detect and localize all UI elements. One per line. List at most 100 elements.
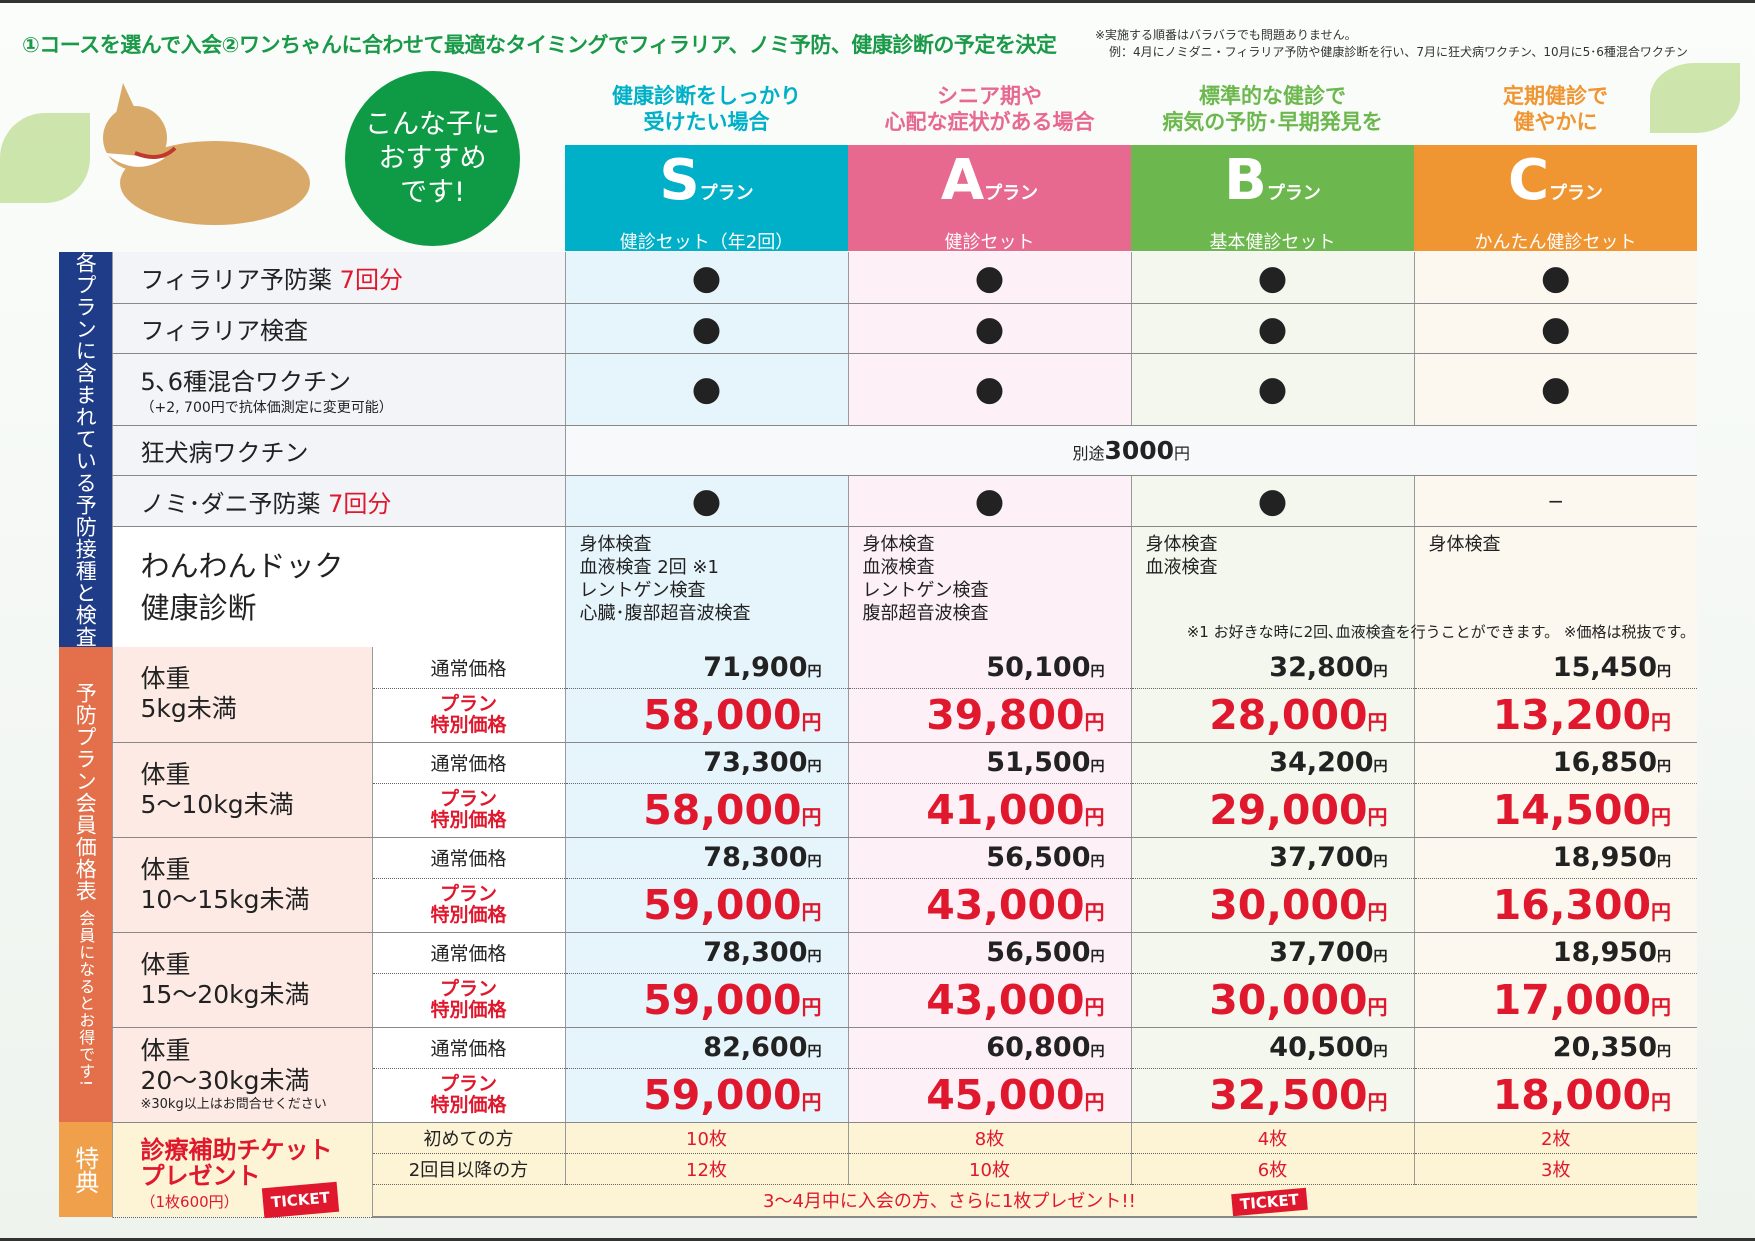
item-name: わんわんドック 健康診断 bbox=[111, 526, 565, 649]
heading-notes: ※実施する順番はバラバラでも問題ありません。 例：4月にノミダニ・フィラリア予防や… bbox=[1095, 27, 1688, 61]
weight-class: 体重 5〜10kg未満 bbox=[111, 742, 372, 838]
plan-header-b: 標準的な健診で 病気の予防･早期発見を Bプラン 基本健診セット bbox=[1131, 83, 1414, 253]
repeat-label: 2回目以降の方 bbox=[371, 1153, 565, 1185]
plan-header-c: 定期健診で 健やかに Cプラン かんたん健診セット bbox=[1414, 83, 1697, 253]
weight-class: 体重 10〜15kg未満 bbox=[111, 837, 372, 933]
regular-price: 32,800円 bbox=[1130, 647, 1414, 689]
ticket-bonus-row: 3〜4月中に入会の方、さらに1枚プレゼント!! TICKET bbox=[59, 1184, 1697, 1218]
special-price: 14,500円 bbox=[1413, 783, 1697, 838]
plan-subtitle: 健診セット bbox=[944, 232, 1035, 253]
included-mark: ● bbox=[1130, 303, 1414, 355]
special-price: 58,000円 bbox=[564, 783, 848, 838]
regular-price: 78,300円 bbox=[564, 837, 848, 879]
plan-letter: S bbox=[659, 148, 700, 213]
ticket-count: 3枚 bbox=[1413, 1153, 1697, 1185]
plan-letter: B bbox=[1224, 148, 1267, 213]
regular-price: 78,300円 bbox=[564, 932, 848, 974]
ticket-count: 2枚 bbox=[1413, 1122, 1697, 1154]
regular-price-label: 通常価格 bbox=[371, 647, 565, 689]
regular-price: 37,700円 bbox=[1130, 932, 1414, 974]
included-mark: ● bbox=[1413, 303, 1697, 355]
regular-price: 50,100円 bbox=[847, 647, 1131, 689]
exam-list: 身体検査 血液検査 2回 ※1 レントゲン検査 心臓･腹部超音波検査 bbox=[564, 526, 848, 649]
included-mark: ● bbox=[1413, 252, 1697, 305]
weight-class: 体重 5kg未満 bbox=[111, 647, 372, 743]
exam-list: 身体検査 血液検査 bbox=[1130, 526, 1414, 649]
regular-price: 56,500円 bbox=[847, 932, 1131, 974]
page-heading: ①コースを選んで入会②ワンちゃんに合わせて最適なタイミングでフィラリア、ノミ予防… bbox=[22, 33, 1057, 57]
included-mark: ● bbox=[1130, 475, 1414, 528]
ticket-side-label: 特典 bbox=[59, 1122, 112, 1217]
included-mark: ● bbox=[1130, 252, 1414, 305]
regular-price: 60,800円 bbox=[847, 1027, 1131, 1069]
regular-price: 18,950円 bbox=[1413, 932, 1697, 974]
dock-row: わんわんドック 健康診断 身体検査 血液検査 2回 ※1 レントゲン検査 心臓･腹部超音波… bbox=[59, 526, 1697, 649]
recommend-badge: こんな子に おすすめ です! bbox=[345, 71, 520, 246]
regular-price: 20,350円 bbox=[1413, 1027, 1697, 1069]
included-mark: ● bbox=[847, 475, 1131, 528]
ticket-count: 6枚 bbox=[1130, 1153, 1414, 1185]
included-row: 各プランに含まれている予防接種と検査 フィラリア予防薬 7回分 ● ● ● ● bbox=[59, 252, 1697, 648]
price-row-special: プラン 特別価格 59,000円 43,000円 30,000円 16,300円 bbox=[59, 878, 1697, 933]
item-name: ノミ･ダニ予防薬 7回分 bbox=[111, 475, 565, 528]
regular-price: 71,900円 bbox=[564, 647, 848, 689]
special-price: 59,000円 bbox=[564, 973, 848, 1028]
ticket-row-repeat: 2回目以降の方 12枚 10枚 6枚 3枚 bbox=[59, 1153, 1697, 1185]
special-price: 30,000円 bbox=[1130, 878, 1414, 933]
included-row: ノミ･ダニ予防薬 7回分 ● ● ● − bbox=[59, 475, 1697, 528]
special-price-label: プラン 特別価格 bbox=[371, 783, 565, 838]
regular-price: 34,200円 bbox=[1130, 742, 1414, 784]
ticket-row-first: 特典 診療補助チケット プレゼント （1枚600円） TICKET 初めての方 10枚 8枚 4… bbox=[59, 1122, 1697, 1218]
regular-price: 18,950円 bbox=[1413, 837, 1697, 879]
special-price-label: プラン 特別価格 bbox=[371, 1068, 565, 1123]
item-name: 5､6種混合ワクチン （+2, 700円で抗体価測定に変更可能） bbox=[111, 353, 565, 426]
price-row-special: プラン 特別価格 58,000円 41,000円 29,000円 14,500円 bbox=[59, 783, 1697, 838]
rabies-price: 別途3000円 bbox=[564, 425, 1697, 477]
special-price: 43,000円 bbox=[847, 973, 1131, 1028]
weight-class: 体重 15〜20kg未満 bbox=[111, 932, 372, 1028]
regular-price-label: 通常価格 bbox=[371, 837, 565, 879]
special-price: 45,000円 bbox=[847, 1068, 1131, 1123]
regular-price: 16,850円 bbox=[1413, 742, 1697, 784]
included-mark: ● bbox=[847, 303, 1131, 355]
item-name: フィラリア予防薬 7回分 bbox=[111, 252, 565, 305]
exam-list: 身体検査 bbox=[1413, 526, 1697, 649]
regular-price: 51,500円 bbox=[847, 742, 1131, 784]
special-price: 59,000円 bbox=[564, 1068, 848, 1123]
price-row-regular: 予防プラン会員価格表 会員になるとお得です! 体重 5kg未満 通常価格 71,900円… bbox=[59, 647, 1697, 1122]
special-price: 28,000円 bbox=[1130, 688, 1414, 743]
leaf-decoration bbox=[1650, 63, 1740, 133]
price-row-regular: 体重 20〜30kg未満 ※30kg以上はお問合せください 通常価格 82,600円 60… bbox=[59, 1027, 1697, 1123]
special-price: 16,300円 bbox=[1413, 878, 1697, 933]
special-price: 13,200円 bbox=[1413, 688, 1697, 743]
item-name: フィラリア検査 bbox=[111, 303, 565, 355]
regular-price: 82,600円 bbox=[564, 1027, 848, 1069]
special-price: 59,000円 bbox=[564, 878, 848, 933]
first-label: 初めての方 bbox=[371, 1122, 565, 1154]
plan-header-s: 健康診断をしっかり 受けたい場合 Sプラン 健診セット（年2回） bbox=[565, 83, 848, 253]
ticket-count: 8枚 bbox=[847, 1122, 1131, 1154]
special-price: 43,000円 bbox=[847, 878, 1131, 933]
price-side-label: 予防プラン会員価格表 会員になるとお得です! bbox=[59, 647, 112, 1122]
price-row-regular: 体重 10〜15kg未満 通常価格 78,300円 56,500円 37,700円 18,9… bbox=[59, 837, 1697, 933]
included-row: 5､6種混合ワクチン （+2, 700円で抗体価測定に変更可能） ● ● ● ● bbox=[59, 353, 1697, 426]
included-mark: ● bbox=[564, 303, 848, 355]
plan-subtitle: 健診セット（年2回） bbox=[619, 232, 794, 253]
included-row: フィラリア検査 ● ● ● ● bbox=[59, 303, 1697, 355]
regular-price: 40,500円 bbox=[1130, 1027, 1414, 1069]
special-price: 30,000円 bbox=[1130, 973, 1414, 1028]
included-mark: ● bbox=[847, 353, 1131, 426]
ticket-count: 4枚 bbox=[1130, 1122, 1414, 1154]
included-mark: ● bbox=[564, 353, 848, 426]
plan-letter: A bbox=[940, 148, 985, 213]
regular-price: 37,700円 bbox=[1130, 837, 1414, 879]
special-price: 41,000円 bbox=[847, 783, 1131, 838]
regular-price: 73,300円 bbox=[564, 742, 848, 784]
price-table: 予防プラン会員価格表 会員になるとお得です! 体重 5kg未満 通常価格 71,900円… bbox=[59, 647, 1697, 1218]
special-price: 18,000円 bbox=[1413, 1068, 1697, 1123]
regular-price: 15,450円 bbox=[1413, 647, 1697, 689]
included-table: 各プランに含まれている予防接種と検査 フィラリア予防薬 7回分 ● ● ● ● フィラリア検… bbox=[59, 252, 1697, 649]
included-mark: ● bbox=[1413, 353, 1697, 426]
ticket-count: 10枚 bbox=[847, 1153, 1131, 1185]
weight-class: 体重 20〜30kg未満 ※30kg以上はお問合せください bbox=[111, 1027, 372, 1123]
